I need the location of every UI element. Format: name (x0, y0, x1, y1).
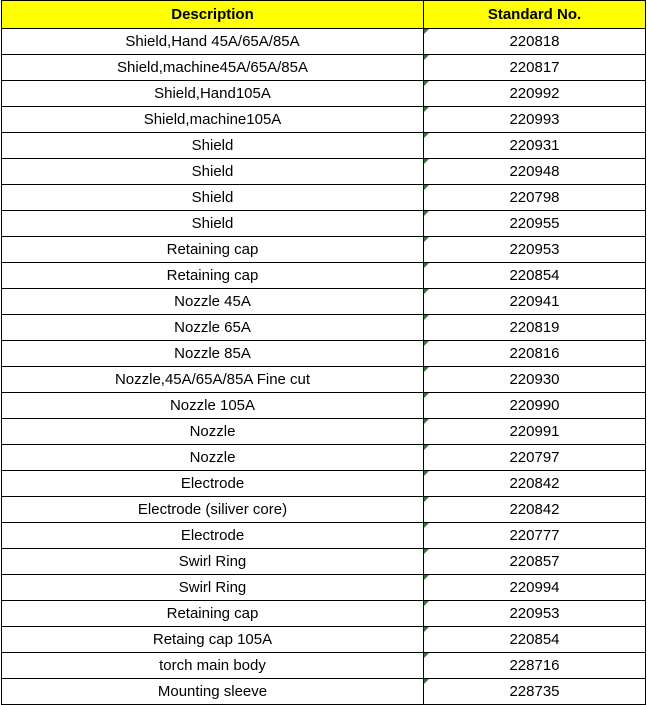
standard-no-cell: 220991 (423, 418, 646, 445)
table-row: Shield 220955 (1, 210, 646, 237)
table-row: Nozzle 105A 220990 (1, 392, 646, 419)
description-cell: Electrode (siliver core) (1, 496, 424, 523)
standard-no-cell: 220842 (423, 496, 646, 523)
description-cell: Nozzle 45A (1, 288, 424, 315)
description-cell: Retaing cap 105A (1, 626, 424, 653)
table-row: Retaining cap 220953 (1, 236, 646, 263)
standard-no-cell: 220857 (423, 548, 646, 575)
standard-no-cell: 220818 (423, 28, 646, 55)
table-body: Shield,Hand 45A/65A/85A 220818 Shield,mach… (1, 28, 646, 705)
header-standard-no: Standard No. (423, 0, 646, 29)
standard-no-cell: 220930 (423, 366, 646, 393)
description-cell: Shield,Hand 45A/65A/85A (1, 28, 424, 55)
standard-no-cell: 220990 (423, 392, 646, 419)
description-cell: torch main body (1, 652, 424, 679)
description-cell: Nozzle 85A (1, 340, 424, 367)
standard-no-cell: 220941 (423, 288, 646, 315)
standard-no-cell: 220842 (423, 470, 646, 497)
table-row: Shield 220931 (1, 132, 646, 159)
table-row: Nozzle,45A/65A/85A Fine cut 220930 (1, 366, 646, 393)
description-cell: Shield,Hand105A (1, 80, 424, 107)
standard-no-cell: 220816 (423, 340, 646, 367)
table-row: Shield 220948 (1, 158, 646, 185)
standard-no-cell: 220953 (423, 600, 646, 627)
table-row: Retaining cap 220953 (1, 600, 646, 627)
standard-no-cell: 220854 (423, 262, 646, 289)
table-row: Shield,machine45A/65A/85A 220817 (1, 54, 646, 81)
description-cell: Shield (1, 210, 424, 237)
table-row: Nozzle 85A 220816 (1, 340, 646, 367)
table-row: Shield 220798 (1, 184, 646, 211)
table-row: Electrode (siliver core) 220842 (1, 496, 646, 523)
description-cell: Shield (1, 184, 424, 211)
table-row: torch main body 228716 (1, 652, 646, 679)
table-row: Retaining cap 220854 (1, 262, 646, 289)
table-row: Nozzle 65A 220819 (1, 314, 646, 341)
standard-no-cell: 220777 (423, 522, 646, 549)
description-cell: Shield (1, 158, 424, 185)
standard-no-cell: 228735 (423, 678, 646, 705)
description-cell: Retaining cap (1, 600, 424, 627)
header-description: Description (1, 0, 424, 29)
standard-no-cell: 228716 (423, 652, 646, 679)
table-row: Nozzle 45A 220941 (1, 288, 646, 315)
table-row: Nozzle 220991 (1, 418, 646, 445)
table-row: Electrode 220777 (1, 522, 646, 549)
description-cell: Shield,machine45A/65A/85A (1, 54, 424, 81)
standard-no-cell: 220948 (423, 158, 646, 185)
standard-no-cell: 220817 (423, 54, 646, 81)
standard-no-cell: 220819 (423, 314, 646, 341)
description-cell: Shield,machine105A (1, 106, 424, 133)
table-row: Electrode 220842 (1, 470, 646, 497)
standard-no-cell: 220798 (423, 184, 646, 211)
description-cell: Mounting sleeve (1, 678, 424, 705)
standard-no-cell: 220994 (423, 574, 646, 601)
table-row: Swirl Ring 220857 (1, 548, 646, 575)
table-row: Mounting sleeve 228735 (1, 678, 646, 705)
standard-no-cell: 220993 (423, 106, 646, 133)
header-row: Description Standard No. (1, 0, 646, 29)
table-row: Shield,machine105A 220993 (1, 106, 646, 133)
table-row: Nozzle 220797 (1, 444, 646, 471)
description-cell: Swirl Ring (1, 574, 424, 601)
description-cell: Retaining cap (1, 236, 424, 263)
table-row: Swirl Ring 220994 (1, 574, 646, 601)
standard-no-cell: 220992 (423, 80, 646, 107)
description-cell: Nozzle,45A/65A/85A Fine cut (1, 366, 424, 393)
description-cell: Swirl Ring (1, 548, 424, 575)
description-cell: Shield (1, 132, 424, 159)
standard-no-cell: 220854 (423, 626, 646, 653)
standard-no-cell: 220953 (423, 236, 646, 263)
table-row: Shield,Hand 45A/65A/85A 220818 (1, 28, 646, 55)
description-cell: Electrode (1, 522, 424, 549)
description-cell: Nozzle (1, 444, 424, 471)
description-cell: Nozzle 65A (1, 314, 424, 341)
standard-no-cell: 220931 (423, 132, 646, 159)
standard-no-cell: 220955 (423, 210, 646, 237)
description-cell: Nozzle (1, 418, 424, 445)
table-row: Retaing cap 105A 220854 (1, 626, 646, 653)
table-row: Shield,Hand105A 220992 (1, 80, 646, 107)
description-cell: Retaining cap (1, 262, 424, 289)
description-cell: Electrode (1, 470, 424, 497)
standard-no-cell: 220797 (423, 444, 646, 471)
description-cell: Nozzle 105A (1, 392, 424, 419)
